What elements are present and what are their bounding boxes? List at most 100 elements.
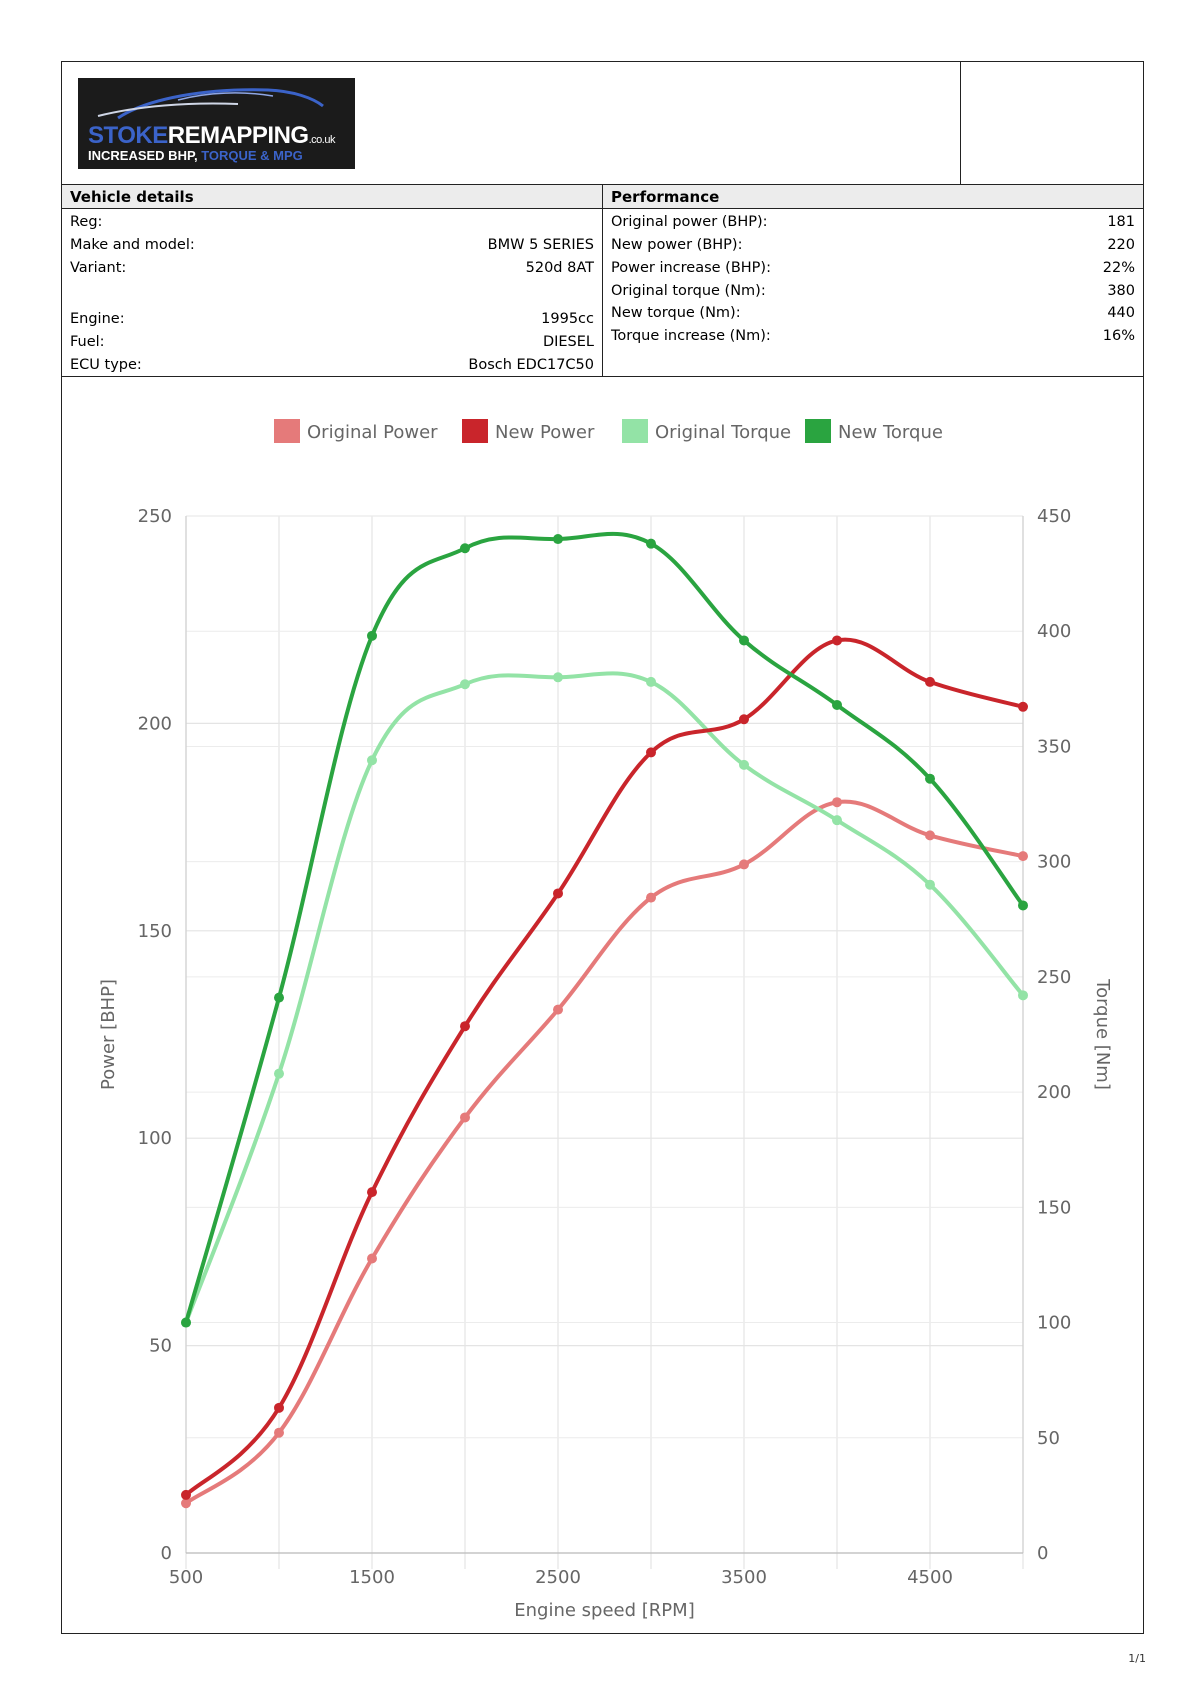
x-tick-label: 1500 <box>349 1567 395 1588</box>
y2-tick-label: 300 <box>1037 852 1071 873</box>
vehicle-row-variant: Variant: 520d 8AT <box>70 260 594 276</box>
data-point-original-power <box>646 892 656 903</box>
y2-tick-label: 50 <box>1037 1428 1060 1449</box>
data-point-new-torque <box>925 773 935 784</box>
data-point-new-power <box>832 635 842 646</box>
y-tick-label: 150 <box>138 921 172 942</box>
data-point-original-power <box>925 830 935 841</box>
vehicle-details-heading: Vehicle details <box>62 185 602 209</box>
data-point-new-torque <box>646 538 656 549</box>
data-point-new-power <box>646 747 656 758</box>
dyno-chart-area: 0 50 100 150 200 250 0 50 100 150 200 250 300 350 400 4… <box>62 377 1143 1633</box>
legend-swatch-new-torque[interactable] <box>805 419 831 443</box>
data-point-original-power <box>739 859 749 870</box>
series-line-original-power <box>184 799 1025 1506</box>
y2-axis-title: Torque [Nm] <box>1092 978 1113 1090</box>
data-point-original-power <box>553 1004 563 1015</box>
vehicle-details-table: Vehicle details Reg: Make and model: BMW… <box>62 185 603 376</box>
data-point-new-torque <box>274 992 284 1003</box>
y2-tick-label: 350 <box>1037 736 1071 757</box>
series-line-original-torque <box>184 671 1025 1325</box>
series-line-new-torque <box>184 531 1025 1325</box>
data-point-new-torque <box>739 635 749 646</box>
data-point-new-torque <box>460 543 470 554</box>
legend-swatch-new-power[interactable] <box>462 419 488 443</box>
data-point-original-torque <box>460 679 470 690</box>
data-point-original-power <box>367 1253 377 1264</box>
legend-label-original-power[interactable]: Original Power <box>307 422 438 443</box>
vehicle-row-reg: Reg: <box>70 214 103 230</box>
performance-row-new-power: New power (BHP): 220 <box>611 237 1135 253</box>
logo-tagline: INCREASED BHP, TORQUE & MPG <box>88 148 303 163</box>
data-point-original-torque <box>553 672 563 683</box>
page-number: 1/1 <box>1128 1652 1146 1665</box>
data-point-original-power <box>832 797 842 808</box>
x-tick-label: 3500 <box>721 1567 767 1588</box>
company-logo: STOKEREMAPPING.co.uk INCREASED BHP, TORQ… <box>78 78 355 169</box>
x-tick-label: 500 <box>169 1567 203 1588</box>
legend-swatch-original-power[interactable] <box>274 419 300 443</box>
y2-tick-label: 400 <box>1037 621 1071 642</box>
data-point-original-power <box>274 1427 284 1438</box>
data-point-new-power <box>739 714 749 725</box>
data-point-new-power <box>460 1021 470 1032</box>
report-header: STOKEREMAPPING.co.uk INCREASED BHP, TORQ… <box>62 62 1143 185</box>
data-point-original-torque <box>832 815 842 826</box>
data-point-original-torque <box>739 759 749 770</box>
vehicle-row-fuel: Fuel: DIESEL <box>70 334 594 350</box>
performance-heading: Performance <box>603 185 1143 209</box>
header-right-cell <box>960 62 1143 184</box>
data-point-new-power <box>553 888 563 899</box>
data-point-new-power <box>367 1187 377 1198</box>
data-point-new-power <box>181 1489 191 1500</box>
dyno-chart: 0501001502002500501001502002503003504004… <box>98 419 1113 1621</box>
data-point-original-power <box>181 1498 191 1509</box>
data-point-new-torque <box>367 630 377 641</box>
y-tick-label: 100 <box>138 1128 172 1149</box>
vehicle-row-ecu: ECU type: Bosch EDC17C50 <box>70 357 594 373</box>
performance-row-new-torque: New torque (Nm): 440 <box>611 305 1135 321</box>
legend-label-new-torque[interactable]: New Torque <box>838 422 943 443</box>
data-point-new-torque <box>1018 900 1028 911</box>
chart-axes: 0501001502002500501001502002503003504004… <box>98 506 1113 1621</box>
y2-tick-label: 0 <box>1037 1543 1048 1564</box>
data-point-original-torque <box>646 676 656 687</box>
y-tick-label: 50 <box>149 1336 172 1357</box>
report-frame: STOKEREMAPPING.co.uk INCREASED BHP, TORQ… <box>61 61 1144 1634</box>
y-tick-label: 250 <box>138 506 172 527</box>
details-tables: Vehicle details Reg: Make and model: BMW… <box>62 185 1143 377</box>
y-tick-label: 0 <box>161 1543 172 1564</box>
data-point-original-torque <box>274 1068 284 1079</box>
car-silhouette-icon <box>97 88 324 120</box>
y-tick-label: 200 <box>138 713 172 734</box>
series-line-new-power <box>184 637 1025 1497</box>
chart-series <box>181 531 1028 1509</box>
y-axis-title: Power [BHP] <box>98 979 119 1090</box>
y2-tick-label: 250 <box>1037 967 1071 988</box>
performance-table: Performance Original power (BHP): 181 Ne… <box>603 185 1143 376</box>
data-point-new-torque <box>181 1317 191 1328</box>
x-axis-title: Engine speed [RPM] <box>514 1600 694 1621</box>
y2-tick-label: 150 <box>1037 1197 1071 1218</box>
vehicle-row-make-model: Make and model: BMW 5 SERIES <box>70 237 594 253</box>
performance-row-torque-increase: Torque increase (Nm): 16% <box>611 328 1135 344</box>
data-point-original-power <box>460 1112 470 1123</box>
x-tick-label: 4500 <box>907 1567 953 1588</box>
x-tick-label: 2500 <box>535 1567 581 1588</box>
y2-tick-label: 450 <box>1037 506 1071 527</box>
y2-tick-label: 200 <box>1037 1082 1071 1103</box>
performance-row-power-increase: Power increase (BHP): 22% <box>611 260 1135 276</box>
legend-swatch-original-torque[interactable] <box>622 419 648 443</box>
y2-tick-label: 100 <box>1037 1313 1071 1334</box>
logo-brand: STOKEREMAPPING.co.uk <box>88 122 335 149</box>
legend-label-new-power[interactable]: New Power <box>495 422 595 443</box>
data-point-original-torque <box>1018 990 1028 1001</box>
data-point-original-torque <box>925 879 935 890</box>
performance-row-original-power: Original power (BHP): 181 <box>611 214 1135 230</box>
data-point-new-torque <box>832 699 842 710</box>
data-point-new-power <box>1018 701 1028 712</box>
legend-label-original-torque[interactable]: Original Torque <box>655 422 791 443</box>
chart-legend: Original Power New Power Original Torque Ne… <box>274 419 943 443</box>
performance-row-original-torque: Original torque (Nm): 380 <box>611 283 1135 299</box>
data-point-original-power <box>1018 851 1028 862</box>
